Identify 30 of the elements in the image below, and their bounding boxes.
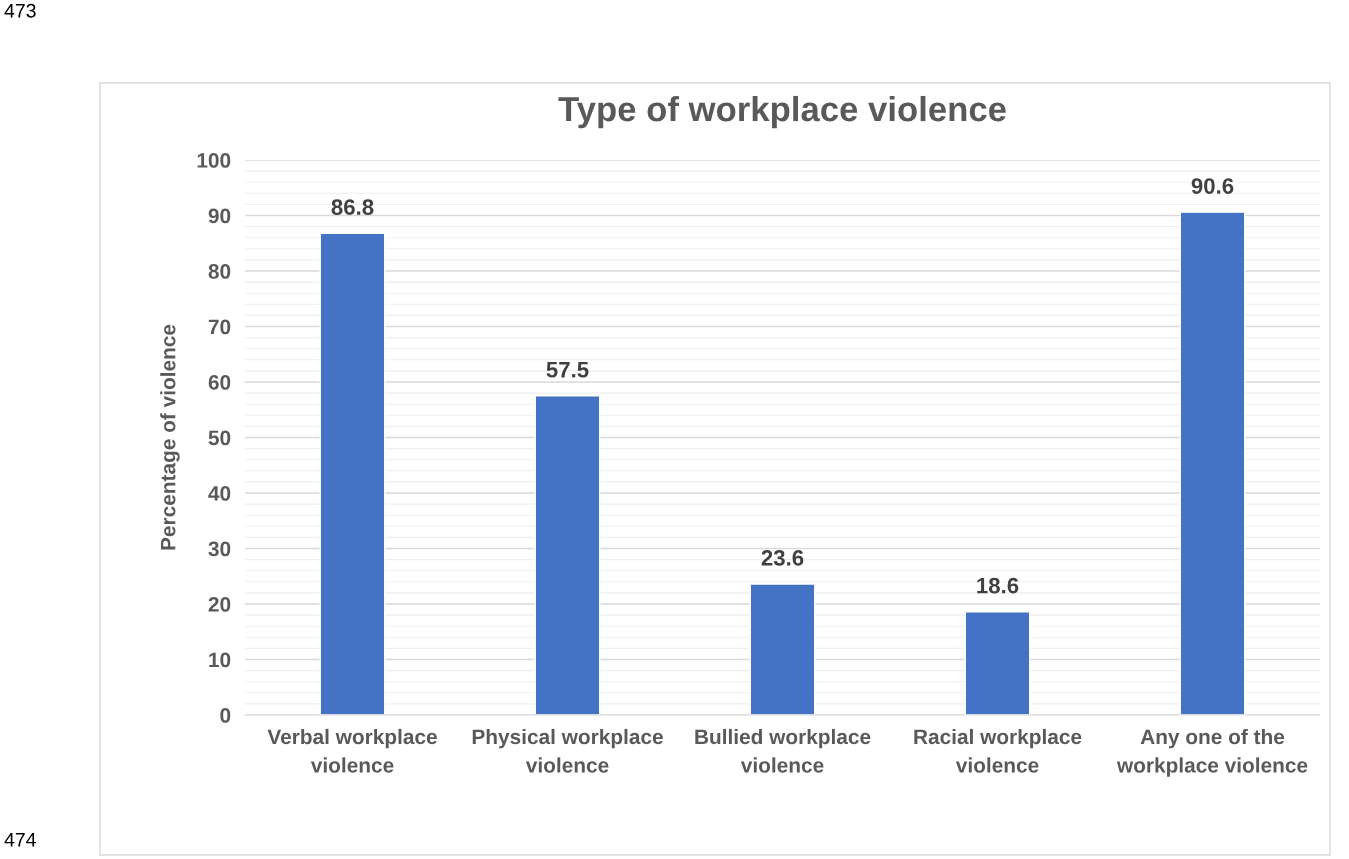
text: 474 — [4, 833, 36, 847]
bar — [749, 583, 816, 715]
data-label: 18.6 — [977, 577, 1019, 594]
bar — [319, 232, 386, 715]
data-label: 57.5 — [546, 362, 589, 378]
data-label: 23.6 — [761, 550, 804, 566]
y-tick-label: 60 — [208, 375, 231, 390]
y-tick-label: 80 — [208, 264, 231, 279]
bar — [1179, 211, 1246, 715]
y-tick-label: 0 — [220, 708, 231, 723]
y-tick-label: 50 — [208, 430, 231, 446]
y-tick-label: 70 — [208, 319, 231, 335]
x-tick-label: Physical workplace violence — [472, 728, 663, 773]
bar — [534, 395, 601, 715]
data-label: 86.8 — [331, 199, 374, 215]
x-tick-label: Verbal workplace violence — [267, 728, 437, 773]
bar — [964, 611, 1031, 715]
x-tick-label: Racial workplace violence — [914, 728, 1082, 773]
y-tick-label: 20 — [208, 597, 231, 612]
y-tick-label: 90 — [208, 208, 231, 224]
chart-title: Type of workplace violence — [558, 95, 1006, 129]
y-tick-label: 100 — [197, 153, 231, 168]
x-tick-label: Bullied workplace violence — [695, 728, 871, 773]
text: 473 — [4, 3, 36, 18]
x-tick-label: Any one of the workplace violence — [1116, 728, 1308, 777]
y-tick-label: 40 — [208, 486, 231, 501]
y-tick-label: 10 — [209, 652, 231, 668]
y-tick-label: 30 — [208, 541, 231, 557]
data-label: 90.6 — [1191, 178, 1234, 194]
y-axis-title: Percentage of violence — [160, 324, 180, 550]
